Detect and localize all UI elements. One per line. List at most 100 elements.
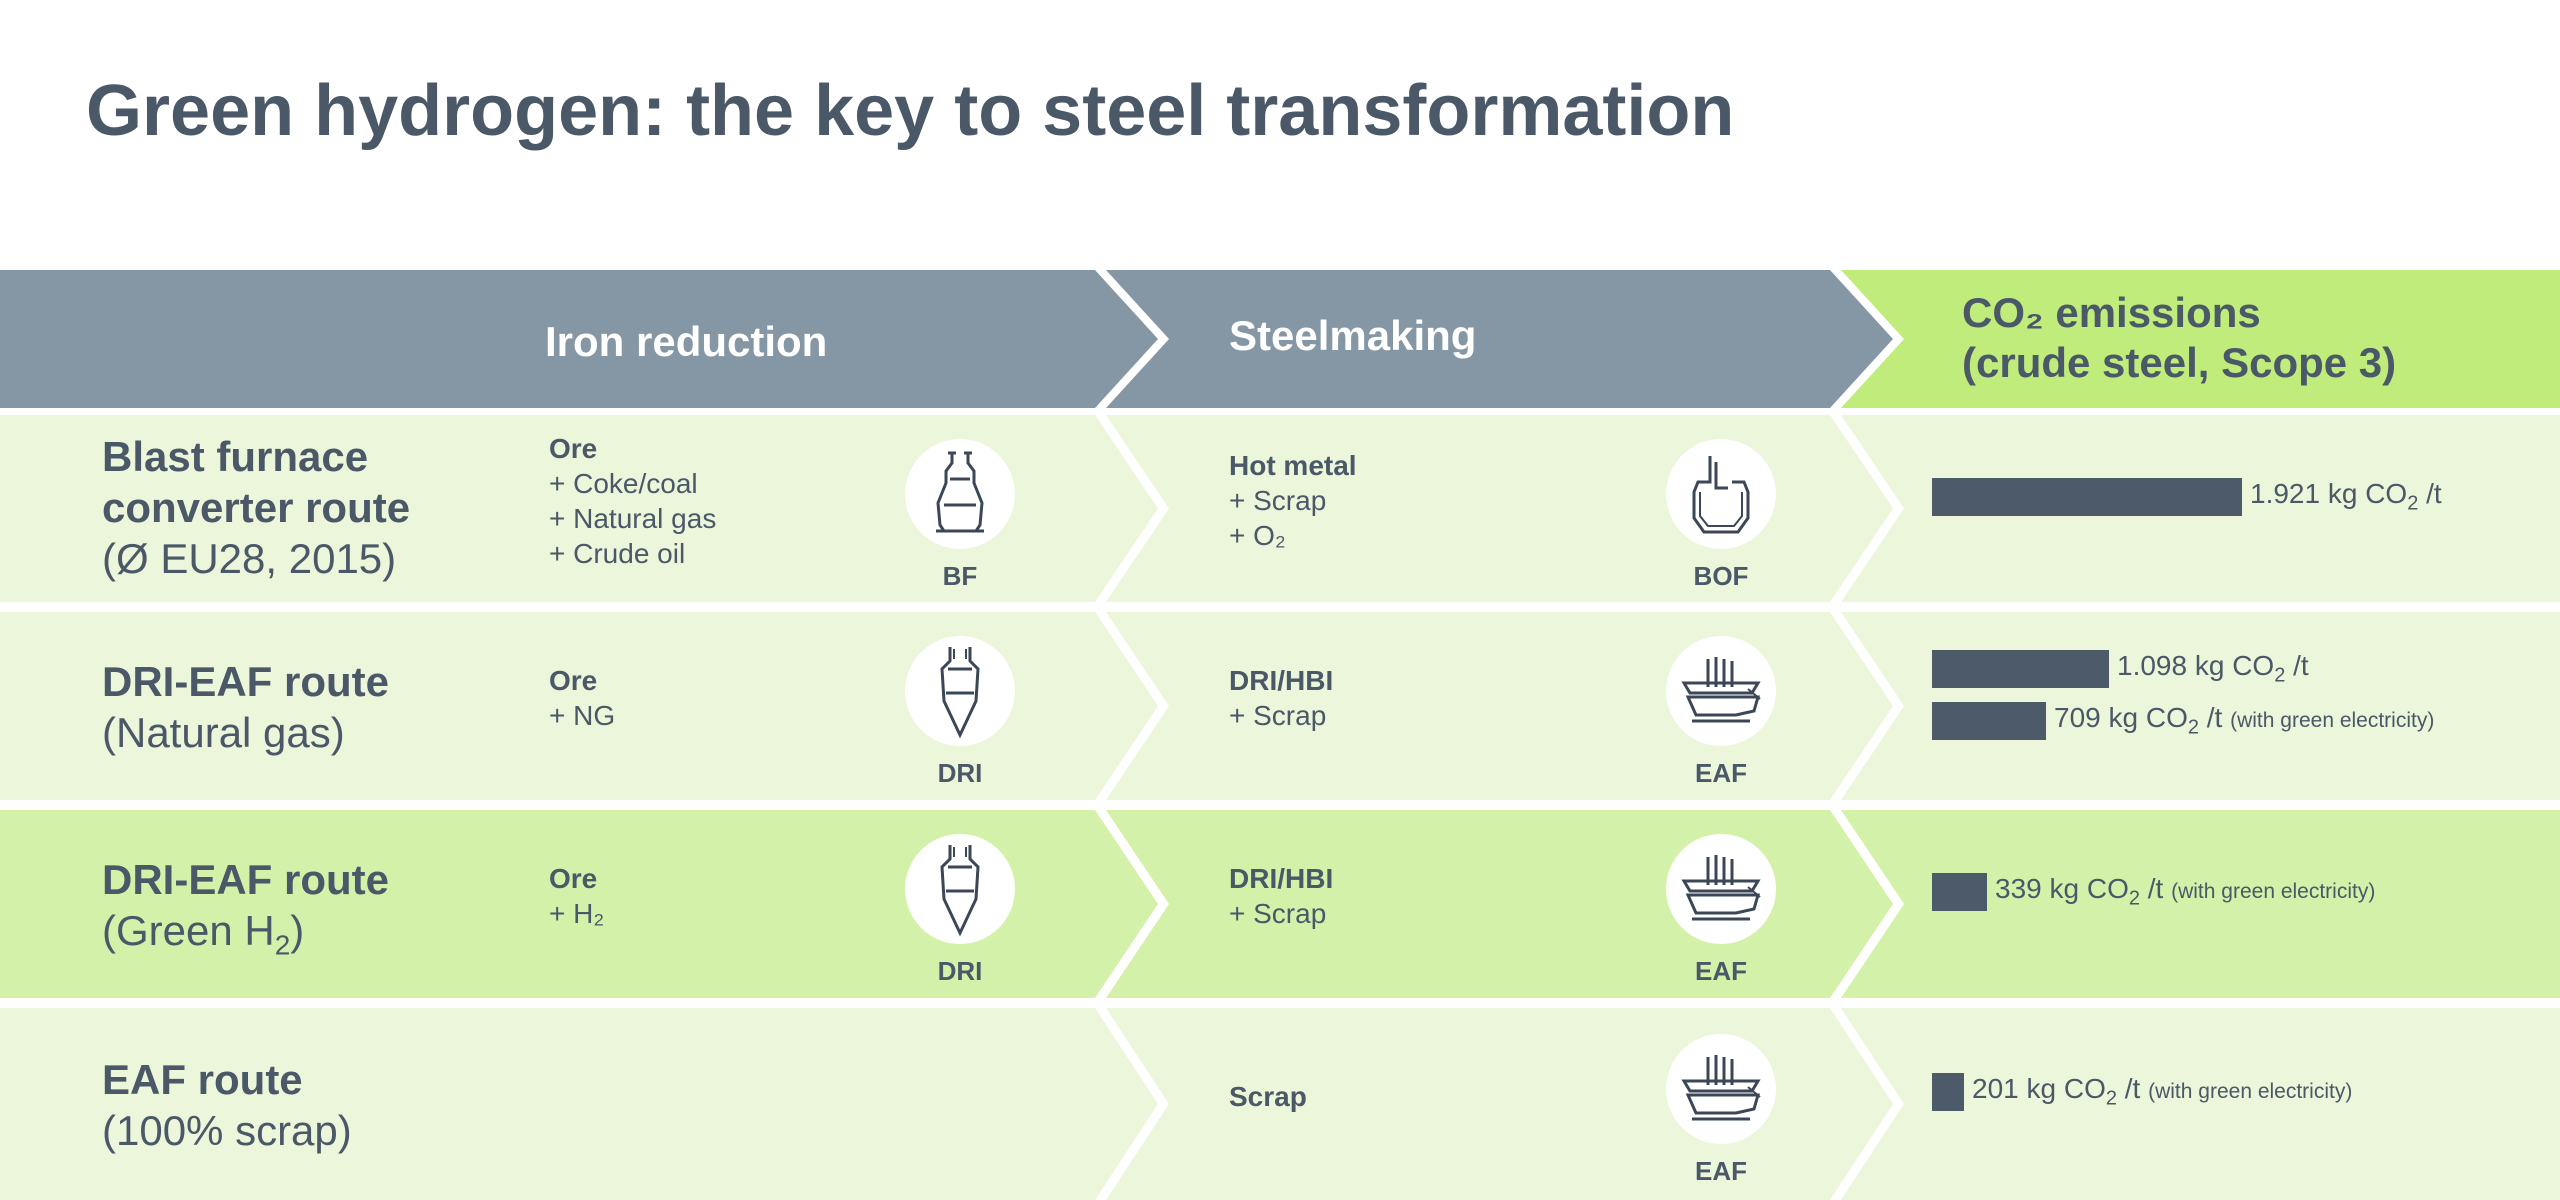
spacer bbox=[2163, 873, 2171, 904]
steel-inputs-list: DRI/HBI + Scrap bbox=[1229, 861, 1333, 931]
co2-subscript: 2 bbox=[2105, 1087, 2117, 1110]
route-subtitle-subscript: 2 bbox=[274, 929, 291, 961]
emission-bar bbox=[1932, 1073, 1964, 1111]
steel-process-badge-label: EAF bbox=[1695, 1156, 1747, 1186]
header-iron-reduction-label: Iron reduction bbox=[545, 318, 828, 365]
spacer bbox=[2418, 478, 2426, 509]
steel-inputs-list: Hot metal + Scrap + O₂ bbox=[1229, 448, 1357, 553]
page-title: Green hydrogen: the key to steel transfo… bbox=[86, 71, 1735, 151]
emission-value: 201 kg CO bbox=[1972, 1073, 2106, 1104]
header-steelmaking-label: Steelmaking bbox=[1229, 312, 1477, 359]
iron-process-badge-label: DRI bbox=[937, 956, 983, 986]
row-3-iron-cell bbox=[0, 810, 1158, 998]
route-title: EAF route (100% scrap) bbox=[102, 1054, 352, 1156]
row-4-iron-cell bbox=[0, 1008, 1158, 1200]
iron-inputs-list: Ore + Coke/coal + Natural gas + Crude oil bbox=[549, 431, 716, 571]
emission-unit: /t bbox=[2206, 702, 2223, 733]
steel-input-item: + Scrap bbox=[1229, 485, 1327, 516]
emission-value: 1.921 kg CO bbox=[2250, 477, 2408, 509]
steel-input-item: Hot metal bbox=[1229, 450, 1357, 481]
header-iron-reduction-band bbox=[0, 270, 1158, 408]
route-subtitle-end: ) bbox=[290, 907, 305, 954]
emission-value-label: 201 kg CO2 /t (with green electricity) bbox=[1972, 1073, 2352, 1111]
electric-arc-furnace-icon bbox=[1666, 1034, 1776, 1144]
spacer bbox=[2140, 1073, 2148, 1104]
route-name: DRI-EAF route bbox=[102, 856, 389, 903]
emission-value: 1.098 kg CO bbox=[2117, 650, 2275, 681]
steel-process-badge-label: EAF bbox=[1695, 758, 1747, 788]
header-co2-emissions: CO₂ emissions (crude steel, Scope 3) bbox=[1962, 288, 2396, 388]
steel-input-item: Scrap bbox=[1229, 1080, 1307, 1112]
spacer bbox=[2117, 1073, 2125, 1104]
dri-shaft-icon bbox=[905, 834, 1015, 944]
emission-unit: /t bbox=[2426, 477, 2442, 509]
iron-input-item: Ore bbox=[549, 665, 598, 696]
emission-value: 709 kg CO bbox=[2054, 702, 2188, 733]
route-subtitle: (Natural gas) bbox=[102, 709, 345, 756]
co2-subscript: 2 bbox=[2407, 492, 2419, 515]
emission-value-label: 709 kg CO2 /t (with green electricity) bbox=[2054, 702, 2434, 740]
emission-unit: /t bbox=[2147, 873, 2164, 904]
route-title: Blast furnace converter route (Ø EU28, 201… bbox=[102, 431, 410, 584]
steel-input-item: + O₂ bbox=[1229, 520, 1286, 551]
route-subtitle: (Green H bbox=[102, 907, 275, 954]
electric-arc-furnace-icon bbox=[1666, 834, 1776, 944]
route-subtitle: (Ø EU28, 2015) bbox=[102, 534, 397, 582]
spacer bbox=[2222, 702, 2230, 733]
steel-process-badge-label: EAF bbox=[1695, 956, 1747, 986]
iron-process-badge: DRI bbox=[900, 956, 1020, 987]
route-name: EAF route bbox=[102, 1056, 303, 1103]
header-steelmaking-band bbox=[1106, 270, 1893, 408]
row-4-emissions-cell bbox=[1841, 1008, 2560, 1200]
iron-process-badge: DRI bbox=[900, 758, 1020, 789]
header-co2-line2: (crude steel, Scope 3) bbox=[1962, 339, 2397, 386]
emission-bar bbox=[1932, 650, 2109, 688]
route-name: Blast furnace bbox=[102, 432, 369, 480]
emission-note: (with green electricity) bbox=[2230, 709, 2435, 732]
route-title: DRI-EAF route (Green H2) bbox=[102, 854, 389, 970]
header-steelmaking: Steelmaking bbox=[1229, 312, 1476, 360]
iron-process-badge: BF bbox=[900, 561, 1020, 592]
header-iron-reduction: Iron reduction bbox=[545, 318, 827, 366]
electric-arc-furnace-icon bbox=[1666, 636, 1776, 746]
emission-value-label: 1.098 kg CO2 /t bbox=[2117, 650, 2309, 688]
header-co2-line1: CO₂ emissions bbox=[1962, 289, 2261, 336]
row-2-iron-cell bbox=[0, 612, 1158, 800]
steel-inputs-list: DRI/HBI + Scrap bbox=[1229, 663, 1333, 733]
emission-bar bbox=[1932, 477, 2242, 516]
route-name-line2: converter route bbox=[102, 483, 411, 531]
iron-input-item: + NG bbox=[549, 700, 616, 731]
steel-process-badge: EAF bbox=[1661, 1156, 1781, 1187]
co2-subscript: 2 bbox=[2274, 664, 2286, 687]
emission-value-label: 1.921 kg CO2 /t bbox=[2250, 478, 2442, 516]
row-1-iron-cell bbox=[0, 415, 1158, 602]
emission-unit: /t bbox=[2124, 1073, 2141, 1104]
steel-input-item: + Scrap bbox=[1229, 898, 1327, 929]
co2-subscript: 2 bbox=[2128, 887, 2140, 910]
route-title: DRI-EAF route (Natural gas) bbox=[102, 656, 389, 758]
dri-shaft-icon bbox=[905, 636, 1015, 746]
iron-input-item: + Natural gas bbox=[549, 502, 717, 534]
iron-input-item: Ore bbox=[549, 863, 598, 894]
iron-input-item: Ore bbox=[549, 432, 598, 464]
emission-note: (with green electricity) bbox=[2148, 1080, 2353, 1103]
steel-inputs-list: Scrap bbox=[1229, 1079, 1307, 1114]
spacer bbox=[2285, 650, 2293, 681]
header-co2-band bbox=[1841, 270, 2560, 408]
iron-input-item: + Coke/coal bbox=[549, 467, 698, 499]
route-subtitle: (100% scrap) bbox=[102, 1107, 352, 1154]
emission-unit: /t bbox=[2293, 650, 2309, 681]
iron-inputs-list: Ore + NG bbox=[549, 663, 615, 733]
emission-bar bbox=[1932, 873, 1987, 911]
route-name: DRI-EAF route bbox=[102, 658, 389, 705]
emission-value-label: 339 kg CO2 /t (with green electricity) bbox=[1995, 873, 2375, 911]
steel-process-badge: EAF bbox=[1661, 758, 1781, 789]
iron-input-item: + H₂ bbox=[549, 898, 605, 929]
steel-input-item: DRI/HBI bbox=[1229, 863, 1334, 894]
iron-process-badge-label: BF bbox=[942, 560, 978, 591]
spacer bbox=[2140, 873, 2148, 904]
steel-input-item: + Scrap bbox=[1229, 700, 1327, 731]
converter-icon bbox=[1666, 438, 1776, 549]
